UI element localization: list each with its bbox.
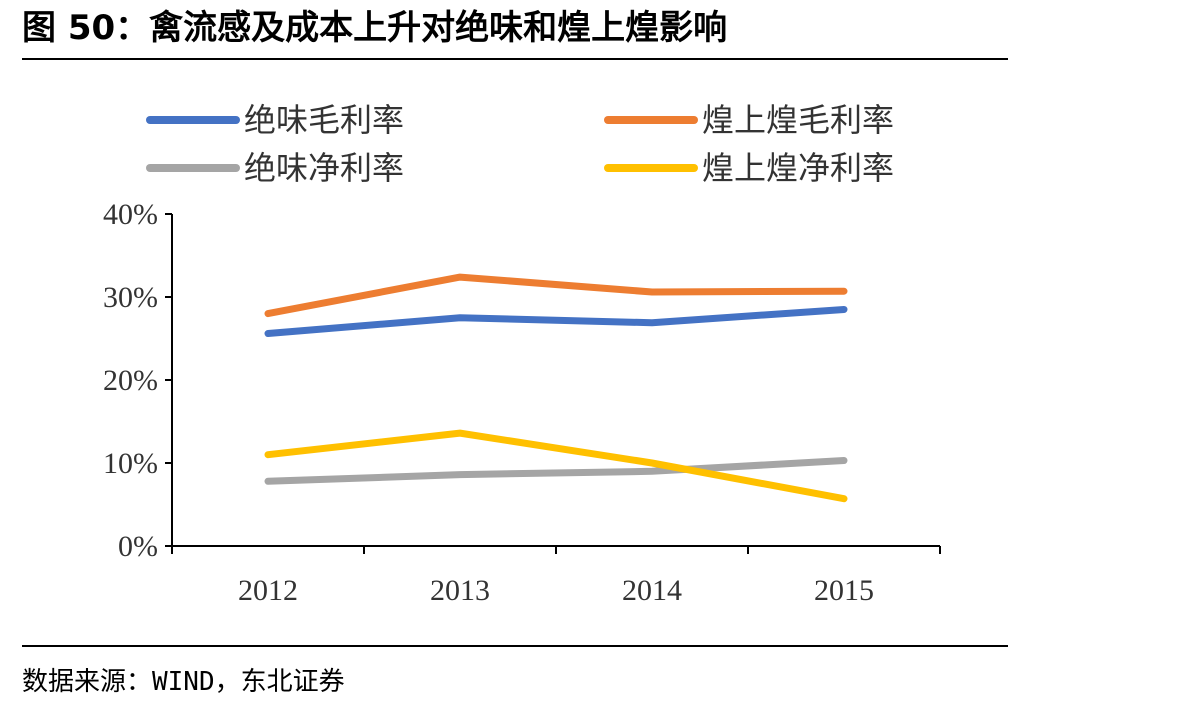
series-line-2 (264, 457, 848, 485)
series-line-1 (264, 273, 848, 318)
bottom-rule (22, 645, 1008, 647)
x-tick-label: 2013 (430, 574, 490, 607)
y-tick-label: 0% (118, 530, 158, 563)
source-note: 数据来源：WIND，东北证券 (22, 667, 345, 697)
top-rule (22, 58, 1008, 60)
legend-label: 绝味毛利率 (244, 101, 404, 139)
y-tick-label: 10% (103, 447, 158, 480)
x-tick-label: 2015 (814, 574, 874, 607)
series-line-0 (264, 305, 848, 338)
figure-title: 图 50：禽流感及成本上升对绝味和煌上煌影响 (22, 8, 728, 48)
legend-label: 绝味净利率 (244, 149, 404, 187)
y-tick-label: 30% (103, 281, 158, 314)
legend-label: 煌上煌毛利率 (702, 101, 894, 139)
series-line-3 (264, 429, 848, 503)
x-tick-label: 2012 (238, 574, 298, 607)
chart-series (264, 273, 848, 503)
x-tick-label: 2014 (622, 574, 682, 607)
chart-axes: 0% 10% 20% 30% 40% 2012 2013 2014 2015 (103, 198, 941, 607)
y-tick-label: 20% (103, 364, 158, 397)
y-tick-label: 40% (103, 198, 158, 231)
legend-label: 煌上煌净利率 (702, 149, 894, 187)
